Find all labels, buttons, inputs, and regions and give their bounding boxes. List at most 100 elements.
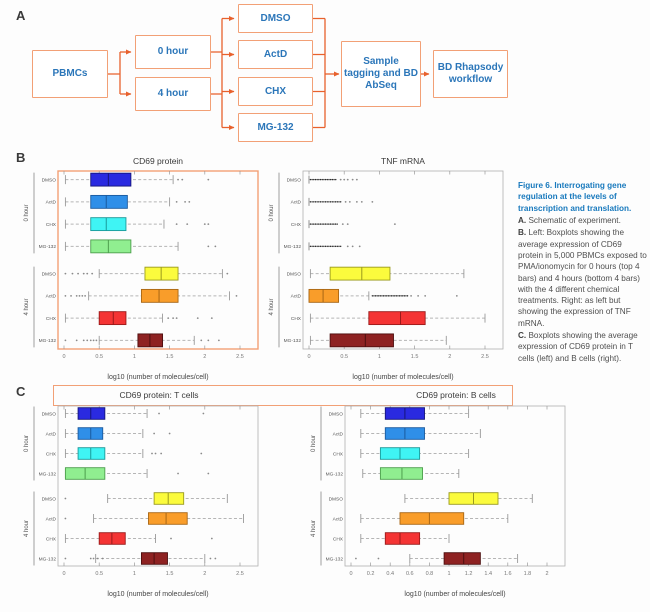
data-dot [319,201,322,203]
outlier-dot [188,200,191,203]
data-dot [374,295,377,297]
outlier-dot [175,200,178,203]
outlier-dot [92,339,95,342]
data-dot [316,245,318,248]
outlier-dot [207,339,210,342]
flow-node-label: 0 hour [157,46,189,57]
data-dot [326,201,328,203]
data-dot [333,201,335,203]
outlier-dot [78,294,81,297]
data-dot [397,295,399,297]
data-dot [331,223,333,225]
outlier-dot [177,472,179,475]
data-dot [334,201,337,203]
data-dot [316,223,318,225]
outlier-dot [64,272,67,275]
data-dot [318,201,320,203]
plot-frame [302,170,504,350]
data-dot [313,201,315,203]
outlier-dot [200,339,203,342]
chart-cd69-protein-pbmc: CD69 protein 0 0.5 1 1.5 2 2.5 DMSO ActD CHX MG-1… [20,156,270,381]
outlier-dot [360,200,363,203]
x-tick-label: 0.5 [95,571,103,577]
figure-caption-title: Figure 6. Interrogating gene regulation … [518,181,632,213]
chart-tnf-mrna-pbmc: TNF mRNA 0 0.5 1 1.5 2 2.5 DMSO ActD CHX MG-132 DM… [265,156,515,381]
data-dot [328,223,330,225]
outlier-dot [81,294,84,297]
flow-node-rhapsody: BD Rhapsody workflow [433,50,508,98]
x-tick-label: 0.5 [95,354,103,360]
row-label: DMSO [42,271,57,277]
x-axis-label: log10 (number of molecules/cell) [107,591,209,598]
boxplot-canvas-cd69-pbmc: 0 0.5 1 1.5 2 2.5 DMSO ActD CHX MG-132 DMSO ActD CHX… [24,170,259,360]
row-label: CHX [46,222,57,228]
data-dot [328,245,330,248]
data-dot [324,245,327,248]
outlier-dot [82,272,85,275]
data-dot [403,295,406,297]
group-label: 4 hour [269,298,275,315]
data-dot [323,223,325,225]
x-tick-label: 1 [447,571,450,577]
data-dot [318,178,320,181]
data-dot [405,295,407,297]
boxplot-canvas-tcells: 0 0.5 1 1.5 2 2.5 DMSO ActD CHX MG-132 DMSO ActD CHX… [24,405,259,577]
x-tick-label: 1.5 [411,354,419,360]
outlier-dot [167,317,170,320]
x-tick-label: 0 [349,571,352,577]
outlier-dot [200,452,203,455]
data-dot [313,223,315,225]
row-label: DMSO [42,496,57,502]
figure-caption-item: C. Boxplots showing the average expressi… [518,331,638,363]
data-dot [395,295,398,297]
outlier-dot [64,517,67,520]
outlier-dot [71,272,74,275]
chart-title: CD69 protein: B cells [416,390,496,400]
flow-node-chx: CHX [238,77,313,106]
flow-node-label: MG-132 [257,121,294,133]
data-dot [333,223,335,225]
x-tick-label: 2.5 [236,571,244,577]
data-dot [398,295,401,297]
group-label: 4 hour [311,520,317,537]
outlier-dot [86,339,89,342]
box [98,311,127,326]
data-dot [319,178,322,181]
data-dot [329,201,332,203]
data-dot [394,295,396,297]
row-label: CHX [46,316,57,322]
x-tick-label: 2 [203,571,206,577]
outlier-dot [355,557,357,560]
chart-title: TNF mRNA [381,156,425,166]
data-dot [318,245,320,248]
data-dot [328,178,330,181]
box [77,407,106,420]
outlier-dot [158,412,160,415]
row-label: CHX [333,451,344,457]
x-tick-label: 0 [307,354,310,360]
data-dot [311,223,313,225]
row-label: MG-132 [284,244,302,250]
data-dot [339,201,342,203]
row-label: CHX [333,536,344,542]
outlier-dot [339,178,342,181]
outlier-dot [92,557,95,560]
x-tick-label: 1.6 [504,571,512,577]
outlier-dot [202,412,205,415]
outlier-dot [153,432,156,435]
data-dot [400,295,402,297]
data-dot [323,245,325,248]
outlier-dot [358,245,361,248]
outlier-dot [175,223,178,226]
flow-node-tagging: Sample tagging and BD AbSeq [341,41,421,107]
group-label: 4 hour [24,520,30,537]
data-dot [338,201,340,203]
data-dot [386,295,388,297]
flow-node-pbmcs: PBMCs [32,50,108,98]
row-label: ActD [46,431,57,437]
data-dot [338,245,340,248]
panel-c-title-band: CD69 protein: T cells CD69 protein: B ce… [53,385,513,406]
outlier-dot [96,557,99,560]
box [90,172,132,187]
data-dot [329,178,332,181]
